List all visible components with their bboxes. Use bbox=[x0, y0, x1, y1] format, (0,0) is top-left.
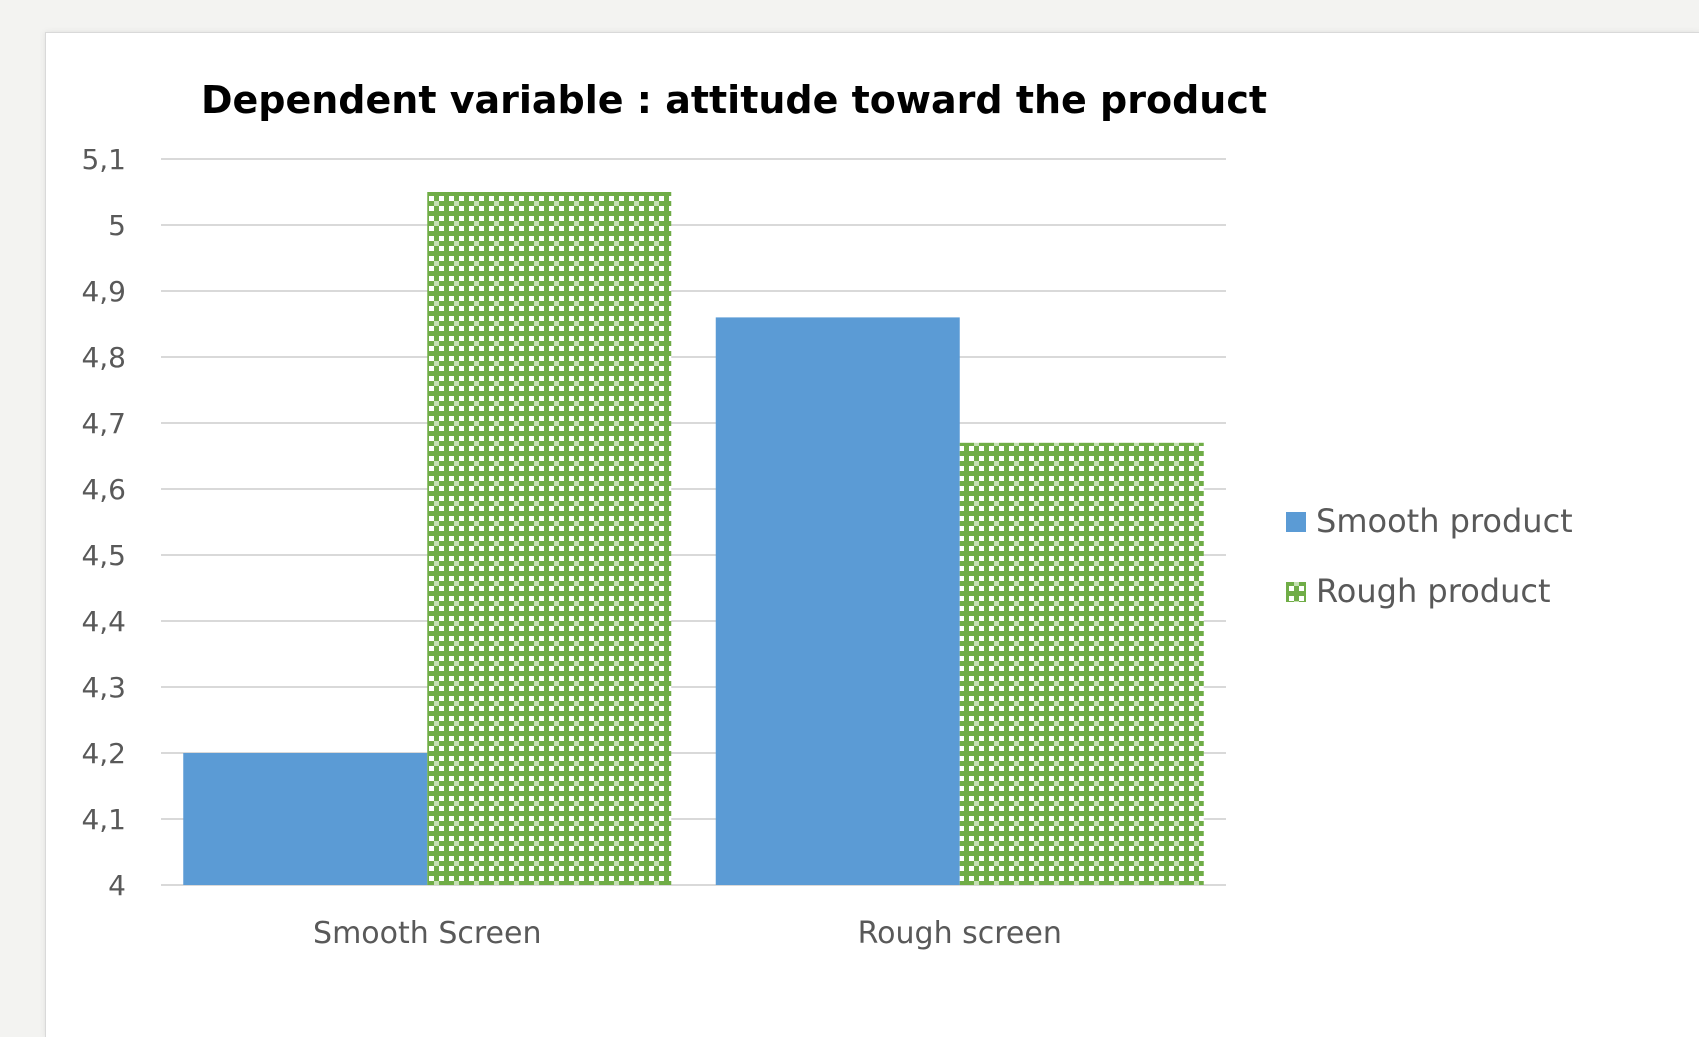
y-tick-label: 4,9 bbox=[81, 275, 126, 308]
bars bbox=[183, 192, 1204, 885]
x-axis-categories: Smooth Screen Rough screen bbox=[313, 916, 1062, 951]
bar-chart: Dependent variable : attitude toward the… bbox=[81, 78, 1573, 951]
y-tick-label: 5,1 bbox=[81, 143, 126, 176]
y-tick-label: 4,6 bbox=[81, 473, 126, 506]
bar bbox=[427, 192, 672, 885]
y-tick-label: 4,7 bbox=[81, 407, 126, 440]
y-tick-label: 4,2 bbox=[81, 737, 126, 770]
chart-title: Dependent variable : attitude toward the… bbox=[201, 78, 1267, 122]
y-tick-label: 4,1 bbox=[81, 803, 126, 836]
legend: Smooth product Rough product bbox=[1286, 502, 1573, 610]
chart-card: Dependent variable : attitude toward the… bbox=[45, 32, 1699, 1037]
x-category-label: Rough screen bbox=[858, 916, 1062, 951]
legend-label: Smooth product bbox=[1316, 502, 1573, 540]
bar bbox=[959, 442, 1204, 885]
y-tick-label: 4 bbox=[108, 869, 126, 902]
y-tick-label: 5 bbox=[108, 209, 126, 242]
x-category-label: Smooth Screen bbox=[313, 916, 541, 951]
y-tick-label: 4,3 bbox=[81, 671, 126, 704]
y-tick-label: 4,8 bbox=[81, 341, 126, 374]
bar bbox=[715, 317, 960, 885]
legend-label: Rough product bbox=[1316, 572, 1551, 610]
legend-swatch bbox=[1286, 582, 1306, 602]
bar bbox=[183, 753, 428, 885]
y-tick-label: 4,5 bbox=[81, 539, 126, 572]
y-axis-ticks: 4 4,1 4,2 4,3 4,4 4,5 4,6 4,7 4,8 4,9 5 5,1 bbox=[81, 143, 126, 902]
y-tick-label: 4,4 bbox=[81, 605, 126, 638]
legend-swatch bbox=[1286, 512, 1306, 532]
